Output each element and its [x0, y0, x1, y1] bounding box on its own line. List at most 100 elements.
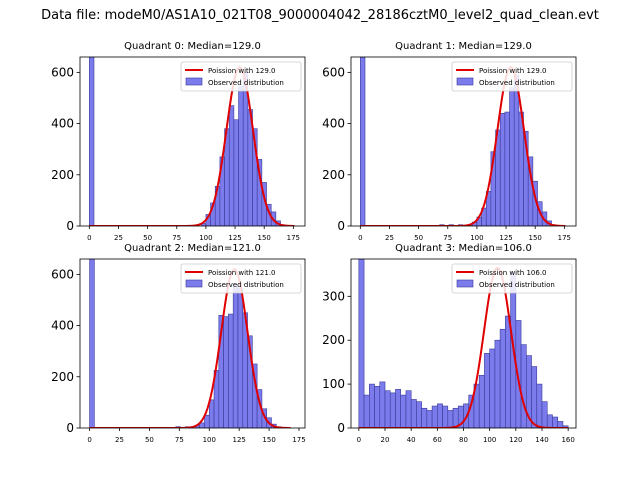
histogram-bar [410, 399, 417, 428]
histogram-bar [237, 288, 244, 428]
histogram-bar [437, 403, 443, 428]
x-tick-label: 0 [87, 234, 91, 242]
x-tick-label: 150 [262, 436, 275, 444]
histogram-bar [552, 416, 558, 428]
x-tick-label: 50 [414, 234, 423, 242]
legend-box [451, 263, 573, 294]
legend-box [180, 61, 302, 92]
histogram-bar [360, 57, 366, 226]
legend-label-poisson: Poission with 129.0 [208, 67, 276, 75]
axes-frame [350, 56, 577, 227]
x-tick-label: 50 [143, 234, 152, 242]
poisson-curve [89, 268, 291, 428]
x-tick-label: 75 [172, 234, 181, 242]
histogram-bar [520, 344, 527, 428]
histogram-bar [228, 105, 235, 226]
histogram-bar [557, 421, 564, 428]
x-tick-label: 150 [258, 234, 271, 242]
histogram-bar [208, 399, 215, 428]
x-tick-label: 75 [443, 234, 452, 242]
legend-label-observed: Observed distribution [208, 79, 284, 87]
histogram-bar [384, 390, 391, 428]
histogram-bar [431, 405, 438, 428]
histogram-bar [232, 284, 239, 428]
x-tick-label: 0 [357, 436, 361, 444]
x-tick-label: 100 [203, 436, 216, 444]
histogram-bar [223, 316, 229, 428]
histogram-bar [374, 385, 381, 428]
histogram-bar [400, 394, 407, 428]
y-tick-label: 400 [322, 117, 345, 131]
x-tick-label: 125 [499, 234, 512, 242]
histogram-bar [509, 87, 515, 226]
x-tick-label: 125 [232, 436, 245, 444]
y-tick-label: 200 [51, 370, 74, 384]
y-tick-label: 0 [337, 421, 345, 435]
x-tick-label: 0 [358, 234, 362, 242]
x-tick-label: 50 [145, 436, 154, 444]
histogram-bar [389, 392, 396, 428]
subplot-title: Quadrant 1: Median=129.0 [395, 41, 532, 52]
x-tick-label: 120 [509, 436, 522, 444]
histogram-bar [228, 313, 234, 428]
legend-box [180, 263, 302, 294]
x-tick-label: 0 [87, 436, 91, 444]
x-tick-label: 150 [529, 234, 542, 242]
x-tick-label: 100 [470, 234, 483, 242]
histogram-bar [442, 405, 449, 428]
histogram-bar [504, 111, 510, 226]
legend-label-observed: Observed distribution [208, 281, 284, 289]
x-tick-label: 100 [199, 234, 212, 242]
histogram-bar [363, 394, 370, 428]
y-tick-label: 0 [66, 421, 74, 435]
legend-box [451, 61, 573, 92]
legend-label-poisson: Poission with 129.0 [479, 67, 547, 75]
legend: Poission with 121.0 Observed distribution [180, 263, 302, 294]
histogram-bar [395, 389, 402, 428]
histogram-bar [494, 339, 501, 428]
histogram-bar [546, 414, 553, 428]
histogram-bar [89, 259, 95, 428]
histogram-bar [369, 383, 375, 428]
histogram-bar [536, 383, 543, 428]
subplot-3: 0 20 40 60 80 100 120 140 160 0 100 200 300 Quadrant … [322, 243, 577, 444]
legend-bar-swatch [185, 279, 203, 288]
histogram-bar [505, 315, 511, 428]
legend-label-poisson: Poission with 106.0 [479, 269, 547, 277]
y-tick-label: 400 [51, 319, 74, 333]
histogram-bar [562, 425, 569, 428]
x-tick-label: 175 [287, 234, 300, 242]
subplot-1: 0 25 50 75 100 125 150 175 0 200 400 600 Quadrant 1:… [322, 41, 577, 242]
y-tick-label: 200 [322, 333, 345, 347]
histogram-bar [531, 366, 538, 428]
subplot-title: Quadrant 3: Median=106.0 [395, 243, 532, 254]
y-tick-label: 300 [322, 289, 345, 303]
y-tick-label: 600 [322, 65, 345, 79]
figure-title: Data file: modeM0/AS1A10_021T08_90000040… [41, 8, 599, 23]
x-tick-label: 100 [483, 436, 496, 444]
y-tick-label: 600 [51, 267, 74, 281]
histogram-bar [499, 328, 506, 428]
histogram-bar [421, 407, 428, 428]
histogram-bar [426, 410, 433, 428]
x-tick-label: 160 [561, 436, 574, 444]
x-tick-label: 60 [433, 436, 442, 444]
histogram-bar [379, 381, 386, 428]
x-tick-label: 40 [407, 436, 416, 444]
histogram-bar [238, 86, 244, 226]
legend-label-observed: Observed distribution [479, 79, 555, 87]
legend-label-observed: Observed distribution [479, 281, 555, 289]
x-tick-label: 20 [381, 436, 390, 444]
x-tick-label: 25 [385, 234, 394, 242]
histogram-bar [518, 111, 524, 226]
histogram-bar [484, 353, 490, 428]
legend: Poission with 129.0 Observed distribution [180, 61, 302, 92]
legend-bar-swatch [185, 77, 203, 86]
histogram-bar [233, 119, 239, 226]
histogram-bar [541, 401, 548, 428]
subplot-0: 0 25 50 75 100 125 150 175 0 200 400 600 Quadrant 0:… [51, 41, 306, 242]
histogram-bar [499, 113, 506, 226]
legend-bar-swatch [456, 279, 474, 288]
